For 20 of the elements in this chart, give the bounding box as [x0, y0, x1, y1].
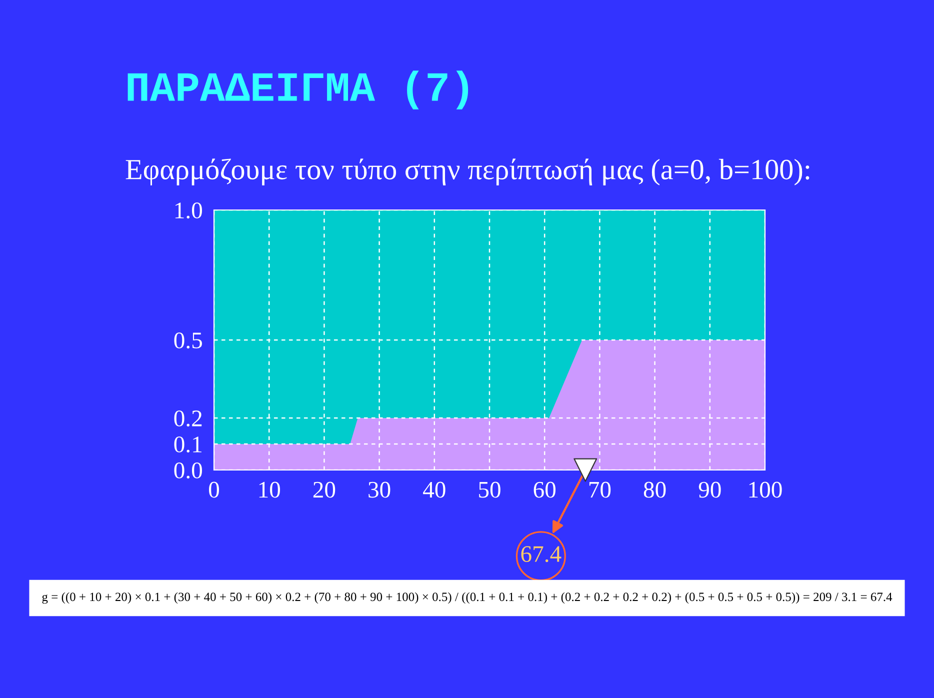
chart-subtitle: Εφαρμόζουμε τον τύπο στην περίπτωσή μας (a=0, b=100):	[126, 158, 810, 186]
x-tick-label: 50	[479, 482, 500, 498]
chart-title: ΠΑΡΑΔΕΙΓΜΑ (7)	[128, 70, 468, 110]
x-tick-label: 40	[423, 482, 446, 498]
x-tick-label: 20	[313, 482, 336, 498]
x-tick-label: 100	[749, 482, 782, 498]
x-tick-label: 90	[698, 482, 721, 498]
y-tick-label: 1.0	[175, 202, 202, 219]
y-tick-label: 0.5	[174, 332, 202, 349]
y-tick-label: 0.1	[174, 436, 202, 453]
annotation: 67.4	[521, 546, 562, 562]
text: g = ((0 + 10 + 20) × 0.1 + (30 + 40 + 50 + 60) × 0.2 + (70 + 80 + 90 + 100) × 0.5) / ((0.1 + 0.1 + 0.1) + (0.2 + 0.2 + 0.2 + 0.2) + (0.5 + 0.5 + 0.5 + 0.5)) = 209 / 3.1 = 67.4	[42, 592, 892, 604]
x-tick-label: 30	[368, 482, 390, 498]
x-tick-label: 80	[644, 482, 666, 498]
x-tick-label: 70	[589, 482, 611, 498]
x-tick-label: 10	[259, 482, 280, 498]
x-tick-label: 60	[534, 482, 556, 498]
y-tick-label: 0.2	[174, 410, 202, 427]
x-tick-label: 0	[208, 482, 220, 498]
y-tick-label: 0.0	[174, 462, 202, 479]
